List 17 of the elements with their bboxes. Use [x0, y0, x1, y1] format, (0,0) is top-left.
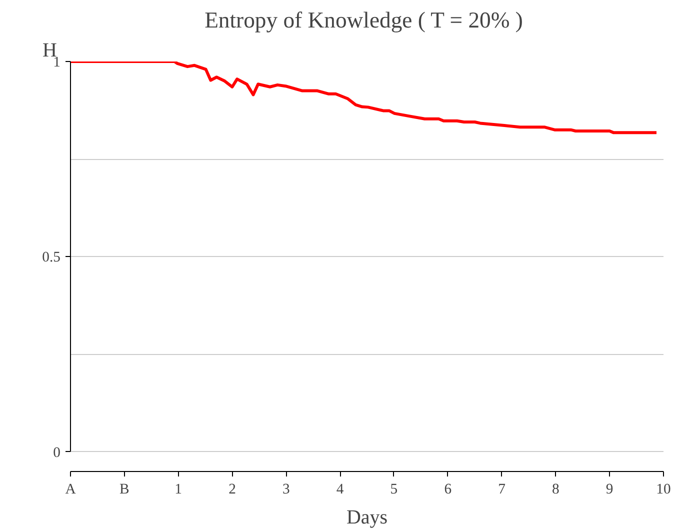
- x-tick-label: A: [65, 482, 76, 498]
- chart-title: Entropy of Knowledge ( T = 20% ): [204, 8, 523, 32]
- x-tick-label: 3: [282, 482, 290, 498]
- x-tick-label: 1: [174, 482, 182, 498]
- x-tick-label: 4: [336, 482, 344, 498]
- x-tick-label: 6: [444, 482, 452, 498]
- y-tick-label: 0.5: [42, 250, 61, 266]
- y-tick-label: 0: [53, 444, 60, 461]
- x-axis-title: Days: [346, 506, 388, 528]
- x-tick-label: 7: [498, 482, 506, 498]
- x-tick-label: 5: [390, 482, 398, 498]
- x-tick-label: 9: [606, 482, 614, 498]
- x-tick-label: B: [120, 482, 130, 498]
- line-series: [70, 62, 658, 134]
- x-tick-label: 2: [228, 482, 236, 498]
- x-tick-label: 8: [552, 482, 560, 498]
- x-tick-label: 10: [656, 482, 671, 498]
